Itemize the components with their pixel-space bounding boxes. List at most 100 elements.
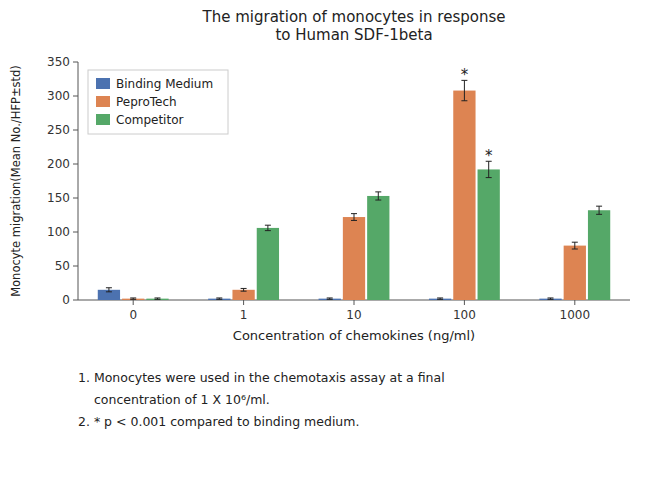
bar <box>122 299 144 300</box>
bar <box>208 299 230 300</box>
bar <box>343 217 365 300</box>
y-tick <box>73 62 78 63</box>
x-tick-label: 10 <box>346 308 361 322</box>
bar <box>367 196 389 300</box>
notes: 1. Monocytes were used in the chemotaxis… <box>78 370 445 429</box>
error-bar-cap <box>486 177 492 178</box>
x-tick <box>574 300 575 305</box>
bar <box>564 246 586 300</box>
error-bar <box>241 288 247 291</box>
error-bar-cap <box>106 291 112 292</box>
error-bar-cap <box>216 297 222 298</box>
y-tick-label: 200 <box>47 157 70 171</box>
error-bar-stem <box>108 288 109 292</box>
error-bar-cap <box>241 288 247 289</box>
error-bar-cap <box>572 249 578 250</box>
y-tick <box>73 266 78 267</box>
error-bar-cap <box>548 297 554 298</box>
error-bar <box>327 298 333 299</box>
error-bar-cap <box>327 299 333 300</box>
error-bar-cap <box>548 299 554 300</box>
error-bar-cap <box>154 297 160 298</box>
y-tick-label: 150 <box>47 191 70 205</box>
legend-swatch <box>96 78 110 89</box>
error-bar-cap <box>375 191 381 192</box>
title-line: The migration of monocytes in response <box>202 8 506 26</box>
x-tick-label: 1000 <box>560 308 591 322</box>
y-tick <box>73 232 78 233</box>
error-bar-cap <box>241 291 247 292</box>
bar <box>539 299 561 300</box>
error-bar <box>154 298 160 299</box>
x-tick-label: 100 <box>453 308 476 322</box>
annotation: * <box>485 147 493 165</box>
error-bar-cap <box>596 206 602 207</box>
error-bar <box>265 225 271 230</box>
error-bar-cap <box>437 299 443 300</box>
error-bar <box>572 242 578 249</box>
legend-label: PeproTech <box>116 95 177 109</box>
title: The migration of monocytes in responseto… <box>202 8 506 44</box>
footnote: 2. * p < 0.001 compared to binding mediu… <box>78 414 359 429</box>
legend-box <box>88 70 228 134</box>
legend-label: Binding Medium <box>116 77 213 91</box>
y-axis-label: Monocyte migration(Mean No./HFP±std) <box>9 65 23 297</box>
error-bar <box>548 298 554 299</box>
error-bar-cap <box>265 225 271 226</box>
annotation: * <box>461 66 469 84</box>
y-tick <box>73 130 78 131</box>
error-bar-cap <box>461 100 467 101</box>
error-bar-cap <box>437 297 443 298</box>
x-axis-label: Concentration of chemokines (ng/ml) <box>233 328 475 343</box>
error-bar-stem <box>599 206 600 214</box>
y-tick <box>73 96 78 97</box>
y-tick <box>73 198 78 199</box>
error-bar-cap <box>572 242 578 243</box>
x-tick-label: 0 <box>129 308 137 322</box>
y-tick-label: 300 <box>47 89 70 103</box>
bar <box>453 91 475 300</box>
bar <box>478 169 500 300</box>
error-bar <box>106 288 112 292</box>
error-bar <box>375 192 381 200</box>
error-bar-cap <box>216 299 222 300</box>
x-tick <box>243 300 244 305</box>
error-bar-cap <box>106 287 112 288</box>
error-bar-cap <box>351 213 357 214</box>
error-bar-stem <box>267 225 268 230</box>
bar <box>257 228 279 300</box>
y-axis-line <box>78 62 79 300</box>
error-bar-cap <box>327 297 333 298</box>
error-bar <box>216 298 222 299</box>
error-bar-cap <box>375 200 381 201</box>
axes: 05010015020025030035001101001000 <box>47 55 630 322</box>
bar <box>319 299 341 300</box>
y-tick-label: 50 <box>55 259 70 273</box>
error-bar <box>351 214 357 221</box>
footnote: concentration of 1 X 10⁶/ml. <box>94 392 270 407</box>
legend-label: Competitor <box>116 113 183 127</box>
marks <box>98 80 610 300</box>
y-tick-label: 350 <box>47 55 70 69</box>
error-bar-cap <box>265 230 271 231</box>
bar <box>588 210 610 300</box>
error-bar-cap <box>351 220 357 221</box>
error-bar-cap <box>130 297 136 298</box>
bar <box>146 299 168 300</box>
error-bar-stem <box>378 192 379 200</box>
bar <box>429 299 451 300</box>
bar <box>232 290 254 300</box>
error-bar-stem <box>354 214 355 221</box>
x-tick <box>464 300 465 305</box>
error-bar <box>596 206 602 214</box>
legend-swatch <box>96 114 110 125</box>
y-tick-label: 0 <box>62 293 70 307</box>
legend: Binding Medium PeproTech Competitor <box>88 70 228 134</box>
error-bar-stem <box>574 242 575 249</box>
series <box>146 161 610 300</box>
error-bar <box>130 298 136 299</box>
y-tick-label: 250 <box>47 123 70 137</box>
y-tick <box>73 164 78 165</box>
error-bar <box>437 298 443 299</box>
error-bar-cap <box>130 299 136 300</box>
